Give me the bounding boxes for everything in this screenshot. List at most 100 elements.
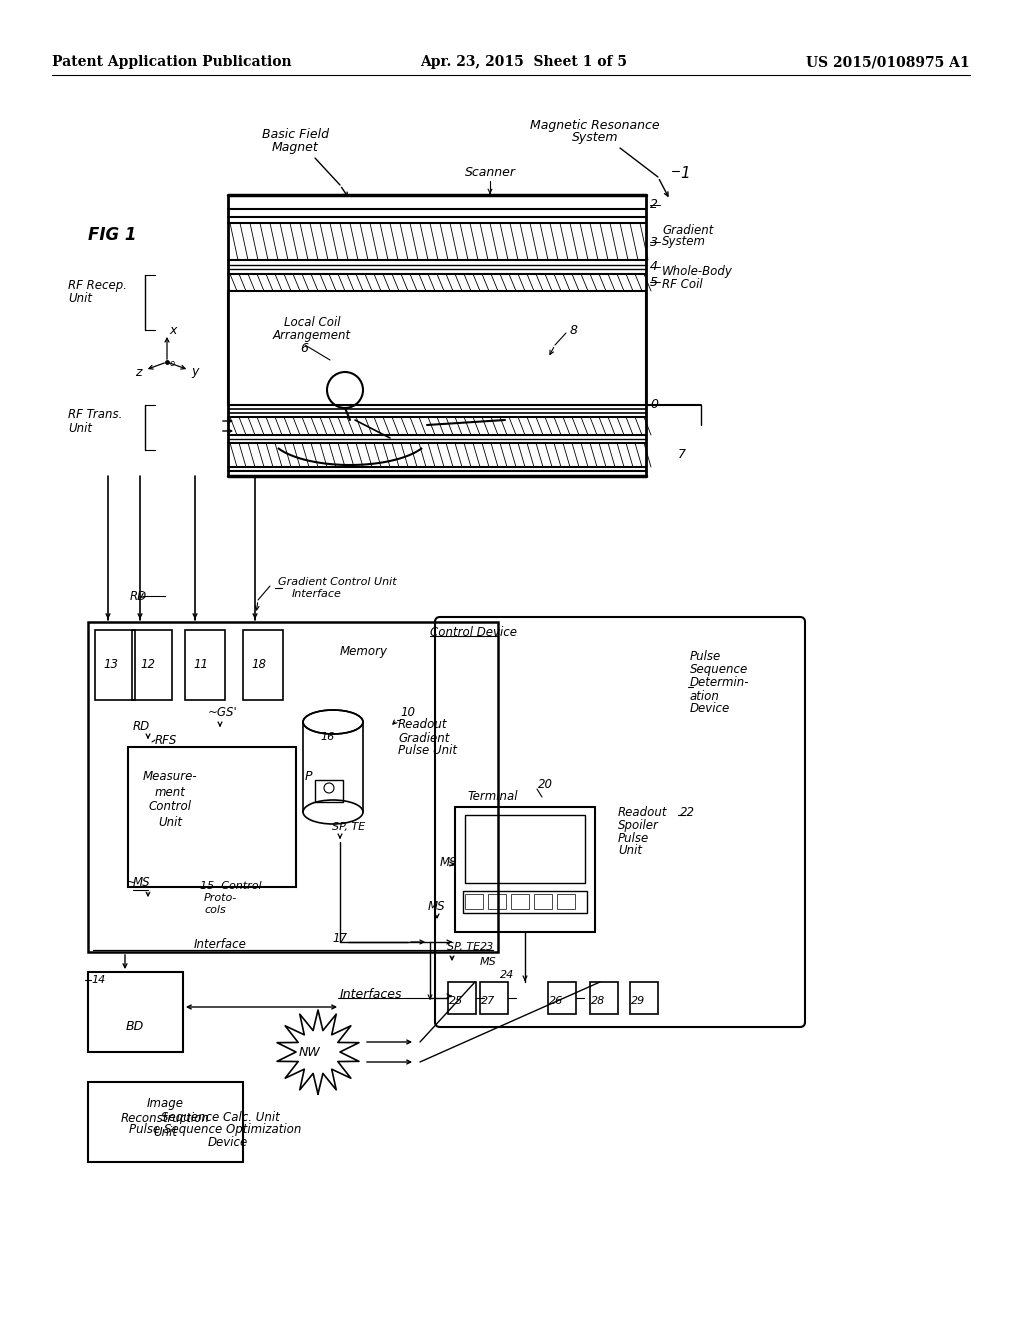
- Text: Interface: Interface: [194, 937, 247, 950]
- Text: Pulse Unit: Pulse Unit: [398, 744, 457, 758]
- Text: Sequence: Sequence: [690, 664, 749, 676]
- Text: 18: 18: [251, 659, 266, 672]
- Text: Basic Field: Basic Field: [261, 128, 329, 141]
- Text: P: P: [305, 771, 312, 784]
- Bar: [480, 982, 508, 1014]
- Text: RD: RD: [130, 590, 147, 602]
- Bar: [630, 982, 658, 1014]
- Text: Magnetic Resonance: Magnetic Resonance: [530, 119, 659, 132]
- Text: Pulse Sequence Optimization: Pulse Sequence Optimization: [129, 1123, 301, 1137]
- Text: 12: 12: [140, 659, 155, 672]
- Text: Gradient: Gradient: [398, 731, 450, 744]
- Text: 17: 17: [332, 932, 347, 945]
- Text: Arrangement: Arrangement: [273, 329, 351, 342]
- Bar: [128, 747, 296, 887]
- Text: Control Device: Control Device: [430, 626, 517, 639]
- Text: ment: ment: [155, 785, 185, 799]
- Text: BD: BD: [126, 1020, 144, 1034]
- Text: Magnet: Magnet: [271, 141, 318, 154]
- Text: RF Trans.: RF Trans.: [68, 408, 123, 421]
- Text: RD: RD: [133, 721, 151, 734]
- Text: 27: 27: [481, 997, 496, 1006]
- Text: Gradient: Gradient: [662, 223, 714, 236]
- Text: 23: 23: [480, 942, 495, 952]
- Text: 15  Control: 15 Control: [200, 880, 261, 891]
- Text: Proto-: Proto-: [204, 894, 238, 903]
- Text: ~: ~: [126, 875, 136, 888]
- Text: Device: Device: [208, 1137, 248, 1150]
- Bar: [455, 807, 595, 932]
- Text: Interface: Interface: [292, 589, 342, 599]
- Text: 28: 28: [591, 997, 605, 1006]
- Text: System: System: [662, 235, 706, 248]
- Text: 14: 14: [91, 975, 105, 985]
- Text: 6: 6: [300, 342, 308, 355]
- Text: 20: 20: [538, 777, 553, 791]
- Ellipse shape: [303, 710, 362, 734]
- Text: Apr. 23, 2015  Sheet 1 of 5: Apr. 23, 2015 Sheet 1 of 5: [420, 55, 627, 69]
- Bar: [590, 982, 618, 1014]
- Bar: [88, 622, 498, 952]
- Text: cols: cols: [204, 906, 225, 915]
- Text: Determin-: Determin-: [690, 676, 750, 689]
- Text: 0: 0: [650, 399, 658, 412]
- Text: 26: 26: [549, 997, 563, 1006]
- Bar: [463, 891, 587, 913]
- Text: Unit: Unit: [153, 1126, 177, 1138]
- Bar: [243, 630, 283, 700]
- Text: MS: MS: [480, 957, 497, 968]
- Text: MS: MS: [428, 900, 445, 913]
- Bar: [88, 1082, 243, 1162]
- Text: 8: 8: [570, 323, 578, 337]
- Text: Gradient Control Unit: Gradient Control Unit: [278, 577, 396, 587]
- Text: 25: 25: [449, 997, 463, 1006]
- Text: FIG 1: FIG 1: [88, 226, 136, 244]
- Text: Reconstruction: Reconstruction: [121, 1111, 210, 1125]
- Text: y: y: [191, 366, 199, 379]
- Text: 7: 7: [678, 449, 686, 462]
- Bar: [488, 894, 506, 909]
- Text: Measure-: Measure-: [142, 771, 198, 784]
- Text: Image: Image: [146, 1097, 183, 1110]
- Text: o: o: [170, 359, 175, 368]
- Bar: [449, 982, 476, 1014]
- Text: 13: 13: [103, 659, 118, 672]
- Text: 3: 3: [650, 235, 658, 248]
- Text: Unit: Unit: [618, 845, 642, 858]
- Text: NW: NW: [299, 1045, 321, 1059]
- Text: ~GS': ~GS': [208, 705, 238, 718]
- Text: RFS: RFS: [155, 734, 177, 747]
- Text: Interfaces: Interfaces: [340, 987, 402, 1001]
- Text: Unit: Unit: [68, 421, 92, 434]
- Bar: [315, 780, 343, 803]
- Text: MS: MS: [133, 875, 151, 888]
- Text: Pulse: Pulse: [690, 651, 721, 664]
- Bar: [465, 814, 585, 883]
- Text: Terminal: Terminal: [468, 791, 518, 804]
- Text: 10: 10: [400, 705, 415, 718]
- Bar: [534, 894, 552, 909]
- Bar: [88, 972, 183, 1052]
- Text: Unit: Unit: [158, 816, 182, 829]
- Text: Pulse: Pulse: [618, 832, 649, 845]
- Text: 24: 24: [500, 970, 514, 979]
- Text: Whole-Body: Whole-Body: [662, 265, 733, 279]
- Text: z: z: [135, 366, 141, 379]
- Text: System: System: [571, 132, 618, 144]
- Text: Sequence Calc. Unit: Sequence Calc. Unit: [161, 1110, 280, 1123]
- Text: 5: 5: [650, 276, 658, 289]
- Text: 22: 22: [680, 805, 695, 818]
- Text: 2: 2: [650, 198, 658, 211]
- Text: 29: 29: [631, 997, 645, 1006]
- Text: Local Coil: Local Coil: [284, 315, 340, 329]
- Text: ation: ation: [690, 689, 720, 702]
- Text: 1: 1: [680, 165, 690, 181]
- Text: US 2015/0108975 A1: US 2015/0108975 A1: [806, 55, 970, 69]
- Bar: [132, 630, 172, 700]
- Text: SP, TE: SP, TE: [332, 822, 366, 832]
- Text: Unit: Unit: [68, 292, 92, 305]
- Bar: [465, 894, 483, 909]
- Text: x: x: [169, 323, 176, 337]
- Text: 4: 4: [650, 260, 658, 273]
- Text: Memory: Memory: [340, 645, 388, 659]
